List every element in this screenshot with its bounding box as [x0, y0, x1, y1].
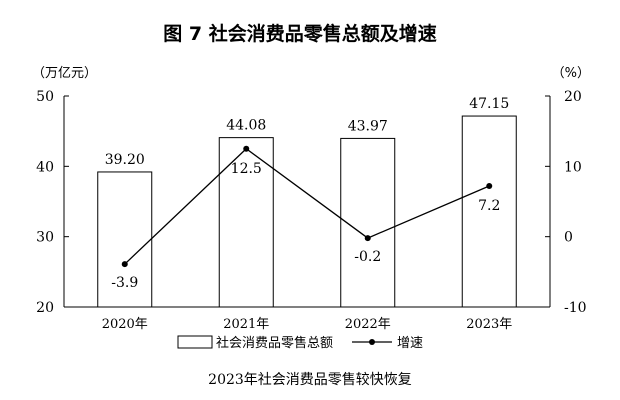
- x-tick-label: 2022年: [345, 317, 391, 332]
- left-tick-label: 50: [36, 89, 54, 105]
- growth-point: [486, 183, 493, 190]
- bar: [461, 115, 517, 308]
- right-axis-unit: （%）: [552, 66, 590, 81]
- legend-bar-label: 社会消费品零售总额: [216, 335, 333, 351]
- right-tick-label: 10: [564, 159, 582, 175]
- legend-bar-swatch: [177, 335, 213, 349]
- bar-value-label: 44.08: [226, 118, 266, 134]
- bar: [97, 171, 153, 308]
- chart-title: 图 7 社会消费品零售总额及增速: [163, 22, 436, 45]
- bar-value-label: 47.15: [469, 96, 509, 112]
- left-tick-label: 30: [36, 230, 54, 246]
- left-tick-label: 20: [36, 300, 54, 316]
- legend-line-label: 增速: [397, 336, 423, 351]
- right-tick-label: 20: [564, 89, 582, 105]
- growth-line: [124, 147, 490, 265]
- x-tick-label: 2023年: [466, 317, 512, 332]
- chart-caption: 2023年社会消费品零售较快恢复: [208, 371, 412, 388]
- x-tick-label: 2020年: [102, 317, 148, 332]
- plot-area: 20 30 40 50 -10 0 10 20 2020年 2021年 2022年 2023年 39.2…: [36, 89, 586, 332]
- left-axis-unit: （万亿元）: [32, 66, 97, 81]
- left-tick-label: 40: [36, 159, 54, 175]
- x-tick-label: 2021年: [223, 317, 269, 332]
- legend-line-marker: [369, 339, 375, 345]
- growth-point: [121, 261, 128, 268]
- bar-value-label: 39.20: [105, 152, 145, 168]
- growth-value-label: -0.2: [354, 249, 381, 265]
- growth-value-label: -3.9: [111, 275, 138, 291]
- growth-value-label: 12.5: [231, 161, 262, 177]
- growth-point: [243, 145, 250, 152]
- legend: 社会消费品零售总额 增速: [177, 335, 423, 351]
- right-tick-label: -10: [564, 300, 587, 316]
- growth-value-label: 7.2: [478, 198, 500, 214]
- right-tick-label: 0: [564, 230, 573, 246]
- bar: [340, 137, 396, 308]
- bar-value-label: 43.97: [348, 118, 388, 134]
- growth-point: [364, 235, 371, 242]
